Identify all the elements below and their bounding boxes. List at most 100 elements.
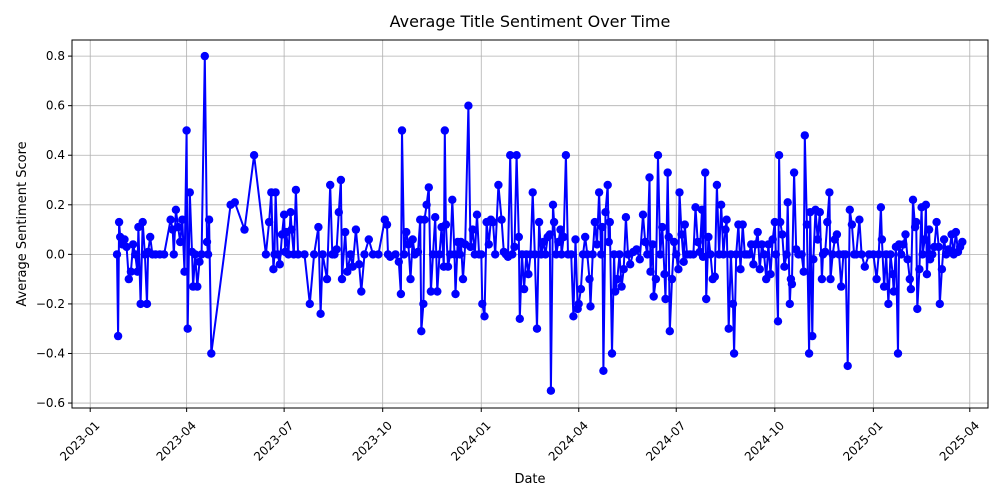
data-point xyxy=(113,331,123,341)
data-point xyxy=(601,208,610,217)
data-point xyxy=(648,240,657,249)
data-point xyxy=(776,217,785,227)
data-point xyxy=(617,282,626,291)
data-point xyxy=(203,250,213,259)
data-point xyxy=(813,235,822,244)
data-point xyxy=(800,131,809,140)
data-point xyxy=(599,366,608,375)
data-point xyxy=(360,250,369,259)
y-tick-label: 0.4 xyxy=(46,148,65,162)
data-point xyxy=(458,274,468,284)
data-point xyxy=(855,215,864,224)
data-point xyxy=(182,126,191,135)
y-tick-label: 0.2 xyxy=(46,198,65,212)
data-point xyxy=(422,200,431,209)
data-point xyxy=(886,250,895,259)
data-point xyxy=(656,250,665,259)
data-point xyxy=(279,210,289,219)
data-point xyxy=(506,151,515,160)
data-point xyxy=(230,198,239,207)
data-point xyxy=(428,250,438,259)
data-point xyxy=(126,267,136,276)
data-point xyxy=(951,227,961,237)
data-point xyxy=(722,215,731,224)
data-point xyxy=(598,222,607,232)
data-point xyxy=(207,349,216,358)
data-point xyxy=(166,215,175,224)
data-point xyxy=(322,274,332,284)
data-point xyxy=(169,250,178,259)
data-point xyxy=(443,262,453,271)
data-point xyxy=(732,250,741,259)
data-point xyxy=(382,220,392,229)
data-point xyxy=(675,188,684,197)
data-point xyxy=(391,250,400,259)
data-point xyxy=(408,235,417,244)
data-point xyxy=(455,250,464,259)
data-point xyxy=(337,274,347,284)
data-point xyxy=(200,51,209,61)
data-point xyxy=(658,222,667,232)
data-point xyxy=(532,324,542,333)
data-point xyxy=(433,287,442,296)
data-point xyxy=(497,215,506,224)
data-point xyxy=(590,217,599,227)
data-point xyxy=(922,270,932,279)
data-point xyxy=(348,262,357,271)
data-point xyxy=(171,205,181,214)
data-point xyxy=(766,270,775,279)
data-point xyxy=(605,217,614,227)
data-point xyxy=(576,284,586,294)
data-point xyxy=(546,386,556,395)
data-point xyxy=(541,250,550,259)
data-point xyxy=(751,240,760,249)
data-point xyxy=(789,168,799,177)
data-point xyxy=(680,220,689,229)
data-point xyxy=(508,250,517,259)
data-point xyxy=(346,250,355,259)
y-tick-label: 0.0 xyxy=(46,247,65,261)
data-point xyxy=(185,188,194,197)
data-point xyxy=(825,188,834,197)
data-point xyxy=(569,312,578,321)
data-point xyxy=(693,237,702,247)
data-point xyxy=(908,195,918,204)
data-point xyxy=(804,349,814,358)
data-point xyxy=(249,151,259,160)
data-point xyxy=(785,299,794,309)
data-point xyxy=(559,232,568,242)
data-point xyxy=(142,299,152,309)
data-point xyxy=(697,205,707,214)
data-point xyxy=(464,101,473,110)
data-point xyxy=(821,247,830,257)
data-point xyxy=(826,274,835,284)
data-point xyxy=(888,270,897,279)
data-point xyxy=(396,289,406,299)
data-point xyxy=(815,208,824,217)
data-point xyxy=(197,250,206,259)
data-point xyxy=(753,227,762,237)
data-point xyxy=(114,217,124,227)
data-point xyxy=(193,282,202,291)
data-point xyxy=(419,299,428,309)
data-point xyxy=(314,222,323,232)
data-point xyxy=(343,267,352,276)
data-point xyxy=(435,250,444,259)
data-point xyxy=(884,299,893,309)
data-point xyxy=(264,217,274,227)
data-point xyxy=(191,250,200,259)
y-tick-label: 0.8 xyxy=(46,49,65,63)
data-point xyxy=(724,324,733,333)
data-point xyxy=(653,151,663,160)
y-axis-label: Average Sentiment Score xyxy=(15,141,30,306)
data-point xyxy=(778,230,787,239)
data-point xyxy=(420,215,429,224)
data-point xyxy=(604,237,613,247)
data-point xyxy=(512,151,521,160)
data-point xyxy=(441,220,451,229)
data-point xyxy=(528,188,537,197)
data-point xyxy=(918,250,927,259)
data-point xyxy=(706,250,715,259)
data-point xyxy=(374,250,383,259)
data-point xyxy=(530,250,539,259)
